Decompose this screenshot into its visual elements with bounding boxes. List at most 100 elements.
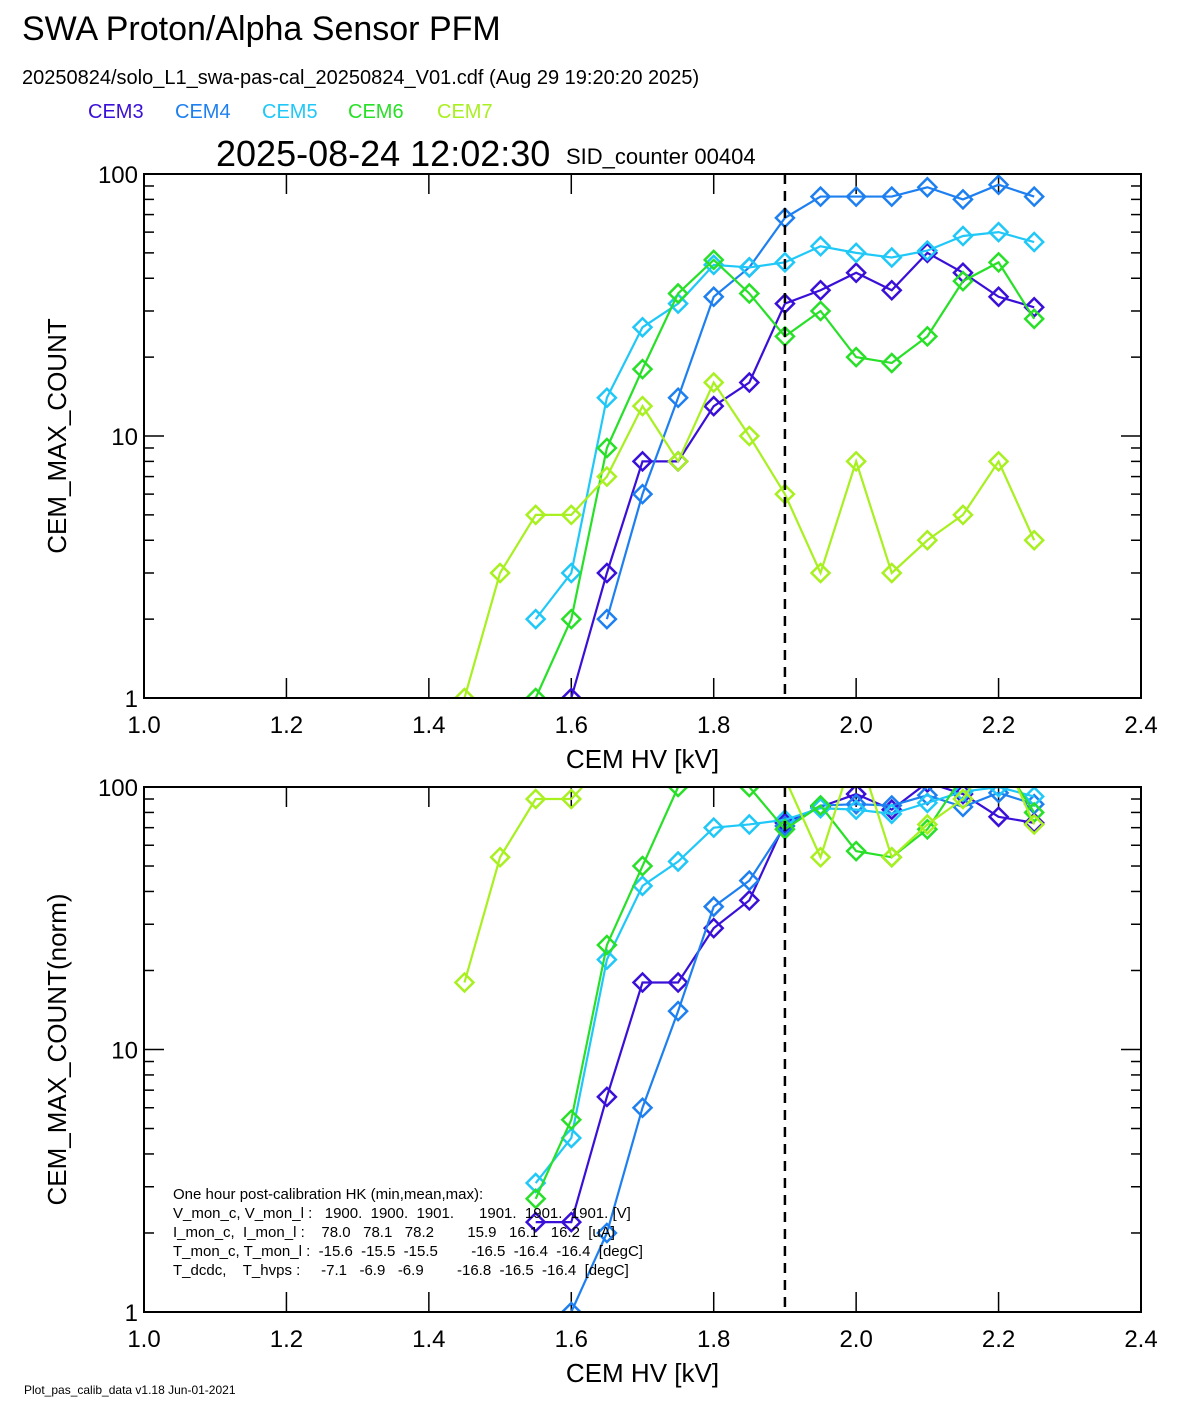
marker — [845, 793, 867, 815]
marker — [987, 806, 1010, 828]
marker — [702, 371, 725, 394]
plot-area — [453, 174, 1045, 698]
marker — [596, 465, 618, 488]
series-line — [463, 380, 1036, 698]
marker — [524, 1188, 547, 1210]
marker — [952, 225, 974, 247]
annotation: V_mon_c, V_mon_l : 1900. 1900. 1901. 190… — [173, 1205, 631, 1222]
marker — [596, 948, 618, 971]
marker — [489, 846, 511, 869]
marker — [596, 437, 618, 459]
marker — [631, 316, 654, 339]
marker — [738, 425, 761, 447]
marker — [916, 176, 939, 199]
marker — [845, 261, 867, 284]
marker — [809, 185, 832, 208]
x-tick-label: 2.4 — [1124, 712, 1157, 739]
marker — [845, 346, 867, 368]
marker — [702, 285, 725, 308]
x-tick-label: 1.8 — [697, 712, 730, 739]
marker — [524, 608, 547, 630]
marker — [1023, 296, 1045, 319]
marker — [1023, 185, 1045, 208]
legend-entry: CEM5 — [262, 101, 318, 123]
chart-title: 2025-08-24 12:02:30 — [216, 133, 550, 174]
marker — [809, 279, 832, 302]
x-tick-label: 1.8 — [697, 1326, 730, 1353]
marker — [987, 174, 1010, 196]
marker — [987, 221, 1010, 243]
x-tick-label: 1.0 — [127, 712, 160, 739]
legend-entry: CEM7 — [437, 101, 493, 123]
marker — [489, 562, 511, 584]
marker — [667, 850, 689, 873]
marker — [845, 242, 867, 264]
marker — [987, 450, 1010, 473]
marker — [809, 794, 832, 817]
y-axis-label: CEM_MAX_COUNT(norm) — [42, 893, 72, 1205]
marker — [880, 279, 903, 302]
marker — [667, 450, 689, 473]
marker — [524, 687, 547, 698]
marker — [1023, 231, 1045, 253]
marker — [916, 529, 939, 552]
marker — [702, 249, 725, 271]
figure-subtitle: 20250824/solo_L1_swa-pas-cal_20250824_V0… — [22, 67, 699, 89]
marker — [809, 562, 832, 584]
marker — [738, 813, 761, 836]
y-tick-label: 10 — [111, 424, 138, 451]
legend-entry: CEM4 — [175, 101, 231, 123]
legend-entry: CEM6 — [348, 101, 404, 123]
marker — [1023, 529, 1045, 552]
marker — [631, 358, 654, 380]
marker — [667, 787, 689, 798]
marker — [916, 787, 939, 807]
marker — [738, 371, 761, 394]
marker — [880, 562, 903, 584]
marker — [916, 239, 939, 262]
marker — [987, 251, 1010, 274]
footer: Plot_pas_calib_data v1.18 Jun-01-2021 — [24, 1383, 236, 1397]
marker — [702, 816, 725, 839]
marker — [596, 934, 618, 956]
legend-entry: CEM3 — [88, 101, 144, 123]
marker — [809, 846, 832, 869]
y-tick-label: 100 — [98, 775, 138, 802]
annotation: I_mon_c, I_mon_l : 78.0 78.1 78.2 15.9 1… — [173, 1224, 615, 1241]
marker — [916, 792, 939, 814]
y-tick-label: 100 — [98, 162, 138, 189]
plot-area — [453, 787, 1045, 1312]
x-tick-label: 2.2 — [982, 1326, 1015, 1353]
marker — [809, 235, 832, 258]
x-tick-label: 1.6 — [555, 1326, 588, 1353]
marker — [631, 875, 654, 897]
marker — [845, 787, 867, 805]
marker — [916, 325, 939, 348]
marker — [880, 185, 903, 208]
x-tick-label: 1.0 — [127, 1326, 160, 1353]
marker — [809, 300, 832, 322]
marker — [880, 798, 903, 821]
marker — [560, 1301, 583, 1312]
marker — [560, 1211, 583, 1233]
x-tick-label: 2.2 — [982, 712, 1015, 739]
axes-frame — [143, 173, 1142, 699]
axes-frame — [143, 786, 1142, 1313]
marker — [524, 1172, 547, 1194]
marker — [596, 1086, 618, 1108]
x-tick-label: 1.6 — [555, 712, 588, 739]
marker — [596, 1222, 618, 1244]
marker — [667, 292, 689, 315]
annotation: One hour post-calibration HK (min,mean,m… — [173, 1186, 483, 1203]
marker — [560, 687, 583, 698]
marker — [631, 483, 654, 505]
marker — [667, 971, 689, 994]
x-tick-label: 1.2 — [270, 1326, 303, 1353]
marker — [596, 562, 618, 584]
marker — [631, 971, 654, 994]
marker — [560, 608, 583, 630]
marker — [916, 242, 939, 264]
marker — [845, 798, 867, 821]
x-tick-label: 2.0 — [839, 712, 872, 739]
